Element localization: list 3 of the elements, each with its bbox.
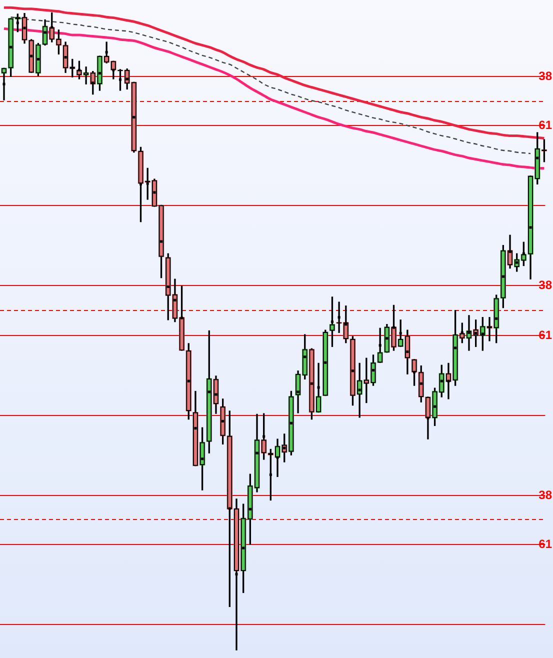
annotation: 38 <box>538 488 552 502</box>
annotation: 38 <box>538 278 552 292</box>
annotation: 38 <box>538 68 552 83</box>
